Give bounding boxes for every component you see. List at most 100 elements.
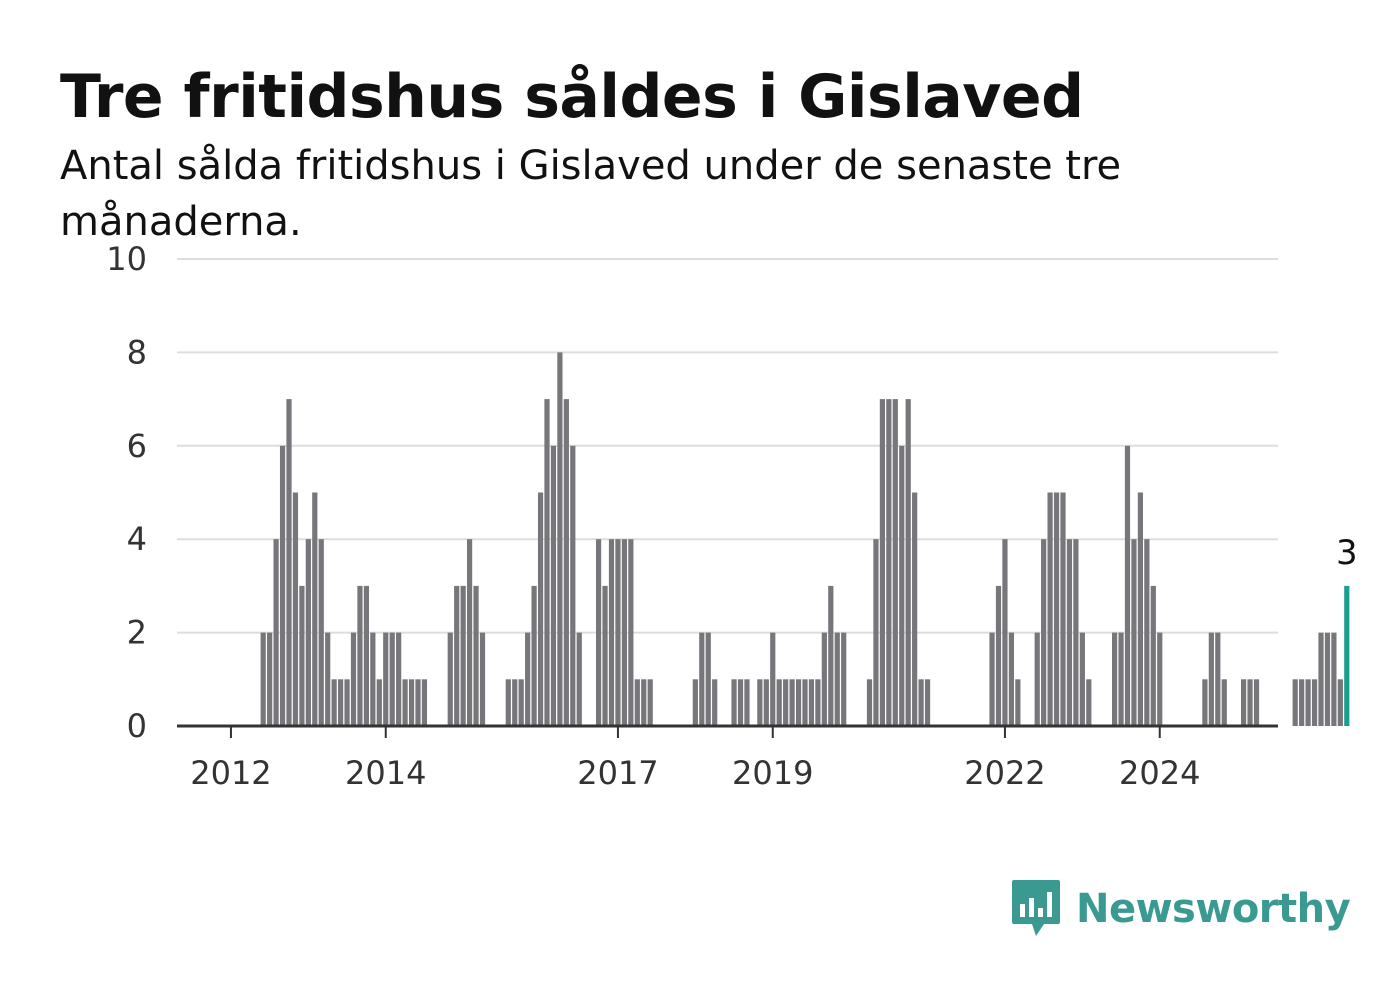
x-tick-label: 2024 (1119, 754, 1200, 792)
grid-lines (177, 258, 1278, 634)
bar (273, 539, 279, 726)
bar (389, 632, 395, 726)
bar-chart: 0 2 4 6 8 10 2012 2014 2017 2019 2022 2024 3 (106, 240, 1358, 792)
bar (518, 679, 524, 726)
bar (331, 679, 337, 726)
bar (1208, 632, 1214, 726)
bar (892, 399, 898, 726)
newsworthy-brand: Newsworthy (1010, 878, 1351, 940)
bar (712, 679, 718, 726)
bar (576, 632, 582, 726)
bar (1305, 679, 1311, 726)
bar (1079, 632, 1085, 726)
bar (770, 632, 776, 726)
bar (699, 632, 705, 726)
bar (1292, 679, 1298, 726)
bar (621, 539, 627, 726)
y-tick-label: 2 (127, 614, 147, 652)
bar (1047, 492, 1053, 726)
bar (415, 679, 421, 726)
bar (912, 492, 918, 726)
bar (460, 585, 466, 726)
value-label: 3 (1336, 533, 1358, 573)
bar (305, 539, 311, 726)
bar (1060, 492, 1066, 726)
bar (402, 679, 408, 726)
bar (363, 585, 369, 726)
bar (454, 585, 460, 726)
x-tick-label: 2019 (732, 754, 813, 792)
bar (557, 352, 563, 726)
bar (1331, 632, 1337, 726)
bar (802, 679, 808, 726)
bar (550, 445, 557, 726)
bar (1002, 539, 1008, 726)
bar (408, 679, 415, 726)
highlight-bar (1344, 585, 1350, 726)
bar (808, 679, 815, 726)
bar (563, 399, 569, 726)
bar (1041, 539, 1047, 726)
bar (292, 492, 299, 726)
bar (866, 679, 873, 726)
bar (421, 679, 428, 726)
bar (376, 679, 382, 726)
y-tick-label: 0 (127, 707, 147, 745)
bar (344, 679, 350, 726)
bar (596, 539, 602, 726)
bar (1008, 632, 1014, 726)
bar (1202, 679, 1208, 726)
bar (828, 585, 834, 726)
bar (505, 679, 511, 726)
bar (647, 679, 653, 726)
bar (357, 585, 363, 726)
bar (1311, 679, 1318, 726)
bar (899, 445, 905, 726)
bar (570, 445, 576, 726)
bar (815, 679, 821, 726)
brand-name: Newsworthy (1076, 886, 1351, 932)
bar (537, 492, 544, 726)
bar (1215, 632, 1221, 726)
bar (879, 399, 885, 726)
bar (705, 632, 711, 726)
bar (525, 632, 531, 726)
bar (467, 539, 473, 726)
bar (1137, 492, 1143, 726)
bar (602, 585, 608, 726)
bar (1324, 632, 1331, 726)
bar (1241, 679, 1247, 726)
y-axis-ticks: 0 2 4 6 8 10 (106, 240, 147, 745)
bar (1034, 632, 1040, 726)
x-tick-label: 2014 (345, 754, 426, 792)
bar (1118, 632, 1124, 726)
bar (544, 399, 550, 726)
bar (763, 679, 769, 726)
bar (260, 632, 266, 726)
bar (1112, 632, 1118, 726)
bar (905, 399, 911, 726)
bar (789, 679, 795, 726)
bar (1318, 632, 1324, 726)
bar (731, 679, 737, 726)
bar (447, 632, 453, 726)
bar (473, 585, 479, 726)
bar (512, 679, 518, 726)
newsworthy-logo-icon (1012, 880, 1060, 936)
chart-title: Tre fritidshus såldes i Gislaved (60, 62, 1084, 132)
y-tick-label: 6 (127, 427, 147, 465)
bar (286, 399, 292, 726)
bar (692, 679, 698, 726)
y-tick-label: 10 (106, 240, 147, 278)
bar (1015, 679, 1021, 726)
bar (924, 679, 931, 726)
bar (834, 632, 840, 726)
bar (1337, 679, 1343, 726)
bar (318, 539, 324, 726)
bar (299, 585, 305, 726)
bar (634, 679, 640, 726)
bar (795, 679, 802, 726)
bar (1299, 679, 1305, 726)
bar (744, 679, 750, 726)
bar (783, 679, 789, 726)
